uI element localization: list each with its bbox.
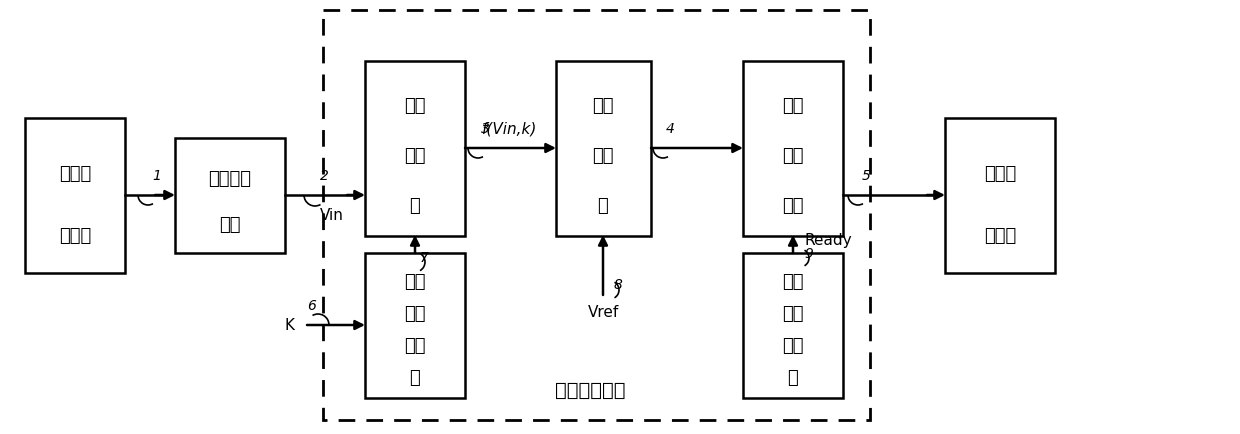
- Text: 模块: 模块: [219, 217, 241, 234]
- Text: 发放: 发放: [782, 147, 804, 165]
- Text: 经网络: 经网络: [58, 227, 91, 245]
- Bar: [25, 118, 125, 273]
- Text: 3: 3: [481, 122, 490, 136]
- Text: 5: 5: [862, 169, 870, 183]
- Bar: [365, 60, 465, 236]
- Text: Ready: Ready: [804, 233, 852, 248]
- Text: Vref: Vref: [588, 305, 619, 320]
- Text: 脉冲编码模块: 脉冲编码模块: [554, 381, 625, 400]
- Text: 位检: 位检: [782, 305, 804, 323]
- Text: 频率: 频率: [404, 97, 425, 115]
- Text: 2: 2: [320, 169, 329, 183]
- Text: 6: 6: [308, 299, 316, 313]
- Text: 经网络: 经网络: [983, 227, 1016, 245]
- Text: 编码: 编码: [404, 147, 425, 165]
- Text: Vin: Vin: [320, 208, 343, 223]
- Text: 器: 器: [409, 197, 420, 215]
- Text: 脉冲: 脉冲: [782, 97, 804, 115]
- Bar: [175, 138, 285, 253]
- Text: 1: 1: [153, 169, 161, 183]
- Text: 信号采集: 信号采集: [208, 171, 252, 188]
- Bar: [743, 253, 843, 398]
- Text: 膜电: 膜电: [782, 273, 804, 291]
- Text: 传统神: 传统神: [58, 165, 91, 183]
- Text: 脉宽: 脉宽: [593, 97, 614, 115]
- Text: K: K: [285, 318, 295, 332]
- Bar: [945, 118, 1055, 273]
- Text: 灵敏: 灵敏: [404, 273, 425, 291]
- Text: 测模: 测模: [782, 337, 804, 355]
- Text: 器: 器: [598, 197, 609, 215]
- Text: 8: 8: [614, 278, 622, 292]
- Bar: [322, 10, 870, 420]
- Bar: [365, 253, 465, 398]
- Text: 9: 9: [804, 247, 813, 261]
- Bar: [556, 60, 651, 236]
- Text: 模块: 模块: [782, 197, 804, 215]
- Text: 脉冲神: 脉冲神: [983, 165, 1016, 183]
- Text: 度调: 度调: [404, 305, 425, 323]
- Text: f(Vin,k): f(Vin,k): [482, 121, 538, 136]
- Text: 调节: 调节: [593, 147, 614, 165]
- Text: 元: 元: [409, 369, 420, 388]
- Text: 节单: 节单: [404, 337, 425, 355]
- Text: 块: 块: [787, 369, 799, 388]
- Text: 4: 4: [666, 122, 675, 136]
- Bar: [743, 60, 843, 236]
- Text: 7: 7: [420, 251, 429, 265]
